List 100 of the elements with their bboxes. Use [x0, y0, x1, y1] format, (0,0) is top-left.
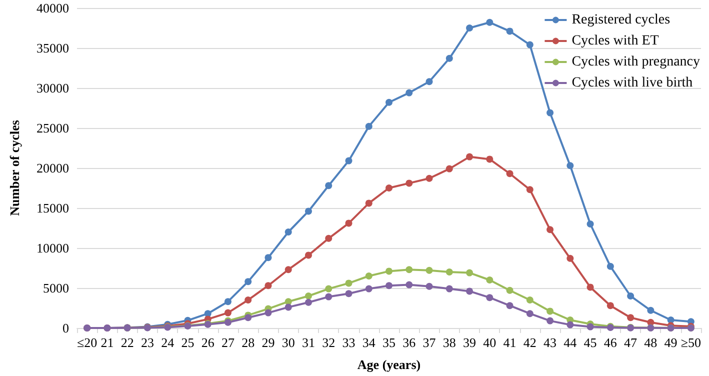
point — [264, 309, 272, 316]
point — [606, 262, 614, 270]
point — [627, 314, 634, 322]
point — [426, 266, 433, 274]
x-axis-title: Age (years) — [357, 357, 421, 372]
point — [345, 157, 352, 164]
point — [506, 28, 514, 35]
point — [345, 290, 352, 298]
y-tick-label: 30000 — [36, 80, 69, 96]
y-tick-label: 0 — [62, 320, 69, 336]
point — [566, 321, 574, 328]
x-tick-label: 46 — [604, 335, 618, 350]
point — [284, 304, 292, 311]
point — [486, 276, 494, 284]
point — [325, 293, 332, 300]
x-tick-label: 43 — [544, 335, 557, 350]
y-tick-label: 25000 — [36, 120, 69, 136]
x-tick-label: 35 — [382, 335, 396, 350]
x-tick-label: 39 — [463, 335, 476, 350]
point — [586, 323, 594, 330]
point — [486, 18, 494, 26]
point — [466, 24, 474, 32]
x-tick-label: 42 — [523, 335, 536, 350]
point — [224, 309, 232, 316]
point — [586, 284, 594, 291]
point — [325, 182, 332, 190]
legend-label: Cycles with live birth — [572, 76, 693, 90]
point — [264, 254, 272, 262]
x-tick-label: 30 — [282, 335, 295, 350]
legend-label: Cycles with pregnancy — [572, 54, 700, 70]
point — [526, 41, 534, 48]
y-tick-label: 5000 — [43, 280, 69, 296]
x-tick-label: 24 — [161, 335, 175, 350]
x-tick-label: 25 — [181, 335, 194, 350]
legend-label: Registered cycles — [572, 12, 670, 28]
x-tick-label: ≤20 — [76, 335, 98, 350]
point — [546, 308, 554, 315]
point — [345, 280, 352, 287]
x-tick-label: 38 — [442, 335, 456, 350]
x-tick-label: 32 — [322, 335, 336, 350]
x-tick-label: 23 — [140, 335, 154, 350]
point — [526, 296, 534, 304]
point — [325, 234, 332, 242]
point — [647, 306, 654, 314]
legend-label: Cycles with ET — [572, 34, 660, 48]
point — [406, 266, 413, 274]
point — [466, 288, 474, 295]
point — [304, 208, 312, 215]
point — [406, 281, 413, 288]
point — [506, 302, 514, 310]
y-tick-label: 20000 — [36, 160, 69, 176]
x-tick-label: 40 — [483, 335, 496, 350]
x-tick-label: 37 — [422, 335, 436, 350]
x-tick-label: 47 — [624, 335, 638, 350]
x-tick-label: 29 — [262, 335, 275, 350]
point — [446, 285, 453, 292]
point — [406, 180, 413, 187]
point — [386, 184, 392, 192]
x-tick-label: 45 — [584, 335, 597, 350]
point — [546, 109, 554, 116]
x-tick-label: 28 — [242, 335, 255, 350]
point — [566, 162, 574, 170]
x-tick-label: 33 — [342, 335, 356, 350]
x-tick-label: 27 — [221, 335, 235, 350]
point — [526, 310, 534, 318]
point — [546, 317, 554, 324]
point — [506, 286, 514, 294]
x-tick-label: 26 — [201, 335, 215, 350]
x-tick-label: 49 — [664, 335, 678, 350]
point — [586, 220, 594, 228]
y-tick-label: 15000 — [36, 200, 69, 216]
point — [284, 266, 292, 274]
x-tick-label: 34 — [362, 335, 376, 350]
y-axis-title: Number of cycles — [7, 120, 22, 216]
point — [446, 54, 453, 62]
point — [244, 278, 252, 286]
x-tick-label: 22 — [120, 335, 134, 350]
point — [606, 302, 614, 310]
point — [386, 98, 392, 106]
point — [566, 254, 574, 262]
point — [426, 78, 433, 86]
point — [506, 170, 514, 178]
x-tick-label: 36 — [402, 335, 416, 350]
point — [446, 165, 453, 172]
point — [264, 282, 272, 290]
x-tick-label: 41 — [503, 335, 516, 350]
point — [244, 296, 252, 304]
point — [365, 272, 372, 280]
point — [546, 226, 554, 234]
point — [325, 285, 332, 292]
point — [304, 298, 312, 306]
point — [486, 294, 494, 302]
x-tick-label: ≥50 — [680, 335, 702, 350]
x-tick-label: 21 — [100, 335, 114, 350]
point — [426, 282, 433, 290]
point — [406, 89, 413, 96]
point — [386, 282, 392, 290]
point — [466, 269, 474, 276]
point — [526, 186, 534, 194]
point — [426, 174, 433, 182]
